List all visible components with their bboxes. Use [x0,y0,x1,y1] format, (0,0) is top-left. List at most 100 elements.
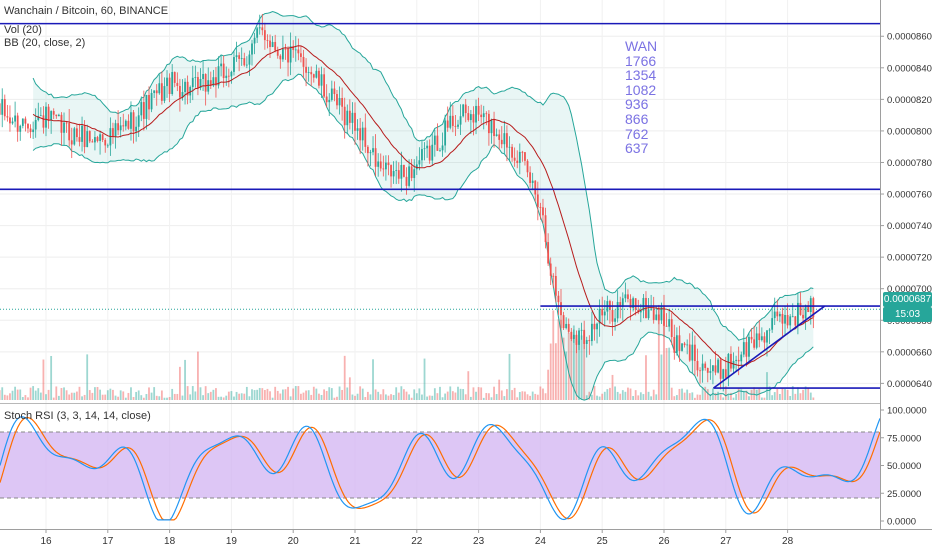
candle-body [379,161,382,169]
volume-bar [294,386,297,400]
volume-bar [312,386,315,400]
candle-body [490,119,493,134]
volume-bar [27,397,29,400]
candle-body [57,114,60,117]
volume-bar [181,395,184,400]
candle-body [724,369,727,378]
candle-body [436,135,439,151]
volume-bar [240,393,243,400]
candle-body [263,30,266,41]
candle-body [418,160,421,165]
volume-bar [361,388,364,400]
volume-bar [549,343,552,400]
candle-body [691,344,694,361]
candle-body [681,343,683,351]
candle-body [660,305,663,321]
candle-body [621,298,624,307]
volume-bar [122,391,125,400]
candle-body [227,75,230,77]
volume-bar [766,372,768,400]
volume-bar [593,386,596,400]
volume-bar [37,388,40,400]
candle-body [549,263,552,276]
volume-bar [598,396,601,400]
volume-bar [372,359,374,400]
volume-bar [220,396,223,400]
volume-bar [678,388,681,400]
candle-body [565,323,568,329]
volume-bar [384,394,387,400]
candle-body [348,110,351,123]
volume-bar [493,386,495,400]
candle-body [454,125,457,127]
volume-legend[interactable]: Vol (20) [4,24,42,36]
candle-body [632,298,635,309]
candle-body [372,148,374,153]
candle-body [462,104,465,117]
bollinger-legend[interactable]: BB (20, close, 2) [4,37,86,49]
candle-body [802,314,804,319]
candle-body [516,160,519,163]
candle-body [281,48,284,60]
volume-bar [73,392,76,400]
candle-body [171,72,174,94]
drawn-trend-lines[interactable] [0,22,880,389]
price-candles [0,13,815,392]
candle-body [99,134,101,142]
stoch-rsi-axis[interactable]: 100.0000 75.0000 50.0000 25.0000 0.0000 [880,406,927,528]
volume-bar [186,386,189,400]
volume-bar [168,397,171,400]
volume-bar [11,390,14,400]
stoch-rsi-legend[interactable]: Stoch RSI (3, 3, 14, 14, close) [4,410,151,422]
volume-bar [202,395,204,400]
volume-bar [132,396,135,400]
volume-bar [163,397,166,400]
time-axis[interactable]: 16 17 18 19 20 21 22 23 24 25 26 27 28 [40,529,794,547]
candle-body [616,302,619,319]
volume-bar [302,392,305,400]
candle-body [542,207,544,216]
candle-body [704,363,707,369]
volume-bar [554,343,557,400]
price-tick-label: 0.0000660 [887,347,932,358]
candle-body [225,75,228,79]
candle-body [593,323,596,330]
candle-body [47,106,50,120]
candle-body [292,46,295,50]
volume-bar [796,387,799,400]
candle-body [637,309,640,313]
volume-bar [663,314,665,400]
volume-bar [91,392,94,400]
price-axis[interactable]: 0.0000860 0.0000840 0.0000820 0.0000800 0.00… [880,32,932,390]
volume-bar [47,389,50,400]
candle-body [415,164,418,170]
volume-bar [433,388,436,400]
volume-bar [701,387,704,400]
volume-bar [634,390,637,400]
candle-body [482,113,485,118]
candle-body [699,370,701,372]
volume-bar [81,396,83,400]
volume-bar [673,396,676,400]
candle-body [132,112,135,132]
volume-bar [781,388,784,400]
candle-body [207,80,210,92]
candle-body [796,302,799,326]
volume-bar [155,395,158,400]
stoch-rsi-k-line [0,416,881,521]
candle-body [178,85,181,98]
candle-body [766,330,768,343]
volume-bar [356,393,359,400]
candle-body [446,120,449,128]
volume-bar [83,394,86,400]
candle-body [305,66,307,73]
candle-body [580,329,583,331]
candle-body [493,119,495,137]
candle-body [392,170,395,177]
volume-bar [737,388,740,400]
candle-body [320,74,323,86]
volume-bar [140,395,143,400]
volume-bar [675,395,678,400]
candle-body [464,104,467,114]
